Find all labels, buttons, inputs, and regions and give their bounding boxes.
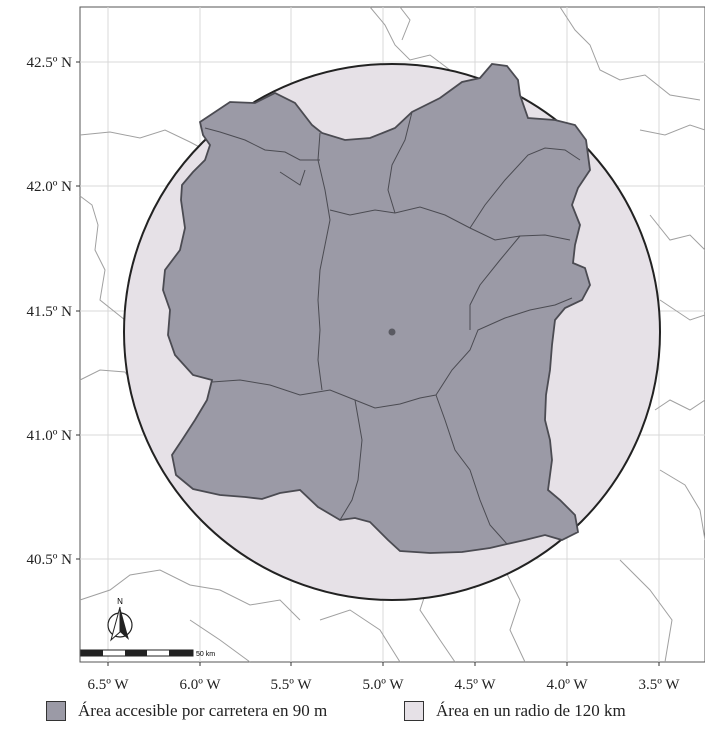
lon-label: 6.0º W: [179, 677, 221, 693]
accessible-area-90m: [162, 63, 591, 554]
north-arrow-label: N: [117, 597, 123, 606]
lon-label: 5.0º W: [362, 677, 404, 693]
north-arrow: N: [107, 597, 133, 642]
axis-ticks: [76, 61, 660, 666]
legend-swatch-radius: [404, 701, 424, 721]
center-point: [388, 328, 396, 336]
lat-label: 41.0º N: [27, 428, 73, 444]
lon-label: 4.5º W: [454, 677, 496, 693]
province-borders: [204, 111, 581, 545]
north-arrow-right-icon: [120, 607, 129, 640]
lat-label: 40.5º N: [27, 552, 73, 568]
lon-label: 3.5º W: [638, 677, 680, 693]
scale-bar-label: 50 km: [196, 651, 215, 658]
lat-label: 41.5º N: [27, 304, 73, 320]
scale-bar: 50 km: [80, 649, 215, 658]
lat-label: 42.5º N: [27, 55, 73, 71]
legend-label-accessible: Área accesible por carretera en 90 m: [78, 701, 328, 720]
legend-accessible: Área accesible por carretera en 90 m: [46, 696, 327, 726]
outer-borders: [79, 6, 705, 663]
legend-radius: Área en un radio de 120 km: [404, 696, 626, 726]
legend-swatch-accessible: [46, 701, 66, 721]
lon-label: 4.0º W: [546, 677, 588, 693]
lon-labels: 6.5º W 6.0º W 5.5º W 5.0º W 4.5º W 4.0º …: [87, 677, 680, 693]
lat-label: 42.0º N: [27, 179, 73, 195]
lon-label: 6.5º W: [87, 677, 129, 693]
legend-label-radius: Área en un radio de 120 km: [436, 701, 626, 720]
lon-label: 5.5º W: [270, 677, 312, 693]
lat-labels: 42.5º N 42.0º N 41.5º N 41.0º N 40.5º N: [27, 55, 73, 568]
